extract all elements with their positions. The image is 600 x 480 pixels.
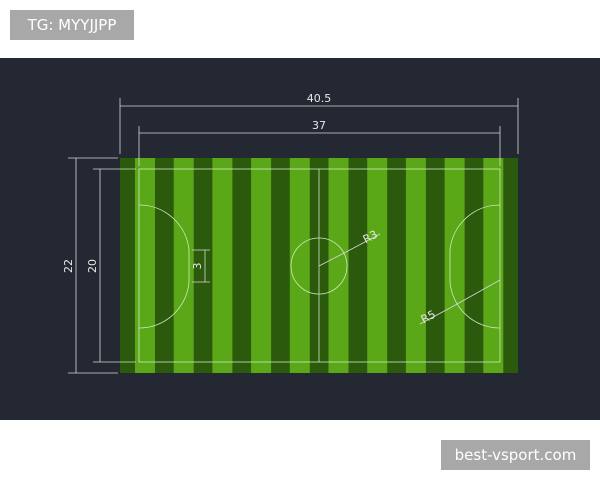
radius-leader	[449, 279, 501, 309]
dim-label: 37	[312, 119, 326, 132]
drawing: 40.5 37 22 20 3 R3 R5	[0, 58, 600, 420]
watermark: best-vsport.com	[441, 440, 590, 470]
radius-leader	[318, 251, 347, 267]
dim-label: 20	[86, 259, 99, 273]
radius-leader	[419, 307, 451, 325]
field-lines	[138, 168, 501, 363]
stripe	[405, 158, 426, 373]
touchline	[138, 168, 501, 363]
dim-label: 3	[191, 263, 204, 270]
stripe	[135, 158, 155, 373]
stripe	[251, 158, 272, 373]
stripe	[483, 158, 504, 373]
radius-label: R5	[419, 308, 438, 326]
center-circle	[290, 237, 348, 295]
stripe	[444, 158, 465, 373]
dim-label: 22	[62, 259, 75, 273]
dim-label: 40.5	[307, 92, 332, 105]
radius-label: R3	[361, 228, 380, 246]
right-penalty-area	[449, 204, 501, 329]
stripe	[328, 158, 349, 373]
stripe	[212, 158, 233, 373]
left-penalty-area	[138, 204, 190, 329]
radius-leader	[345, 233, 381, 253]
stripe	[367, 158, 388, 373]
dimension-lines	[68, 98, 519, 374]
stripe	[289, 158, 310, 373]
stripe	[173, 158, 194, 373]
tag-label: TG: MYYJJPP	[10, 10, 134, 40]
